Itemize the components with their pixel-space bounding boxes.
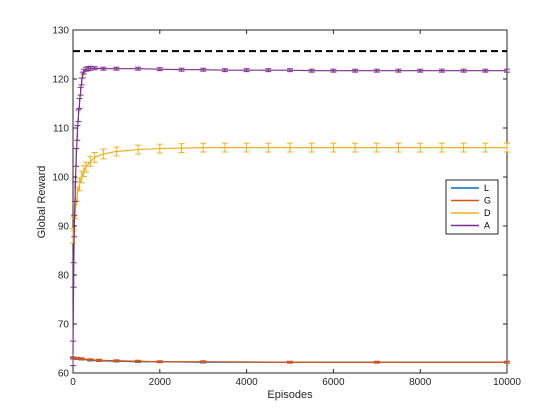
series-g-error-bar — [135, 359, 142, 363]
series-a-error-bar — [70, 340, 76, 367]
series-d-error-bar — [330, 142, 337, 153]
series-a-error-bar — [77, 86, 84, 96]
y-tick-label: 80 — [58, 271, 70, 282]
y-axis-label: Global Reward — [36, 166, 48, 239]
series-a — [70, 65, 510, 367]
series-d-error-bar — [460, 142, 467, 153]
series-a-error-bar — [221, 68, 228, 73]
series-g-error-bar — [78, 357, 85, 361]
y-tick-label: 60 — [58, 369, 70, 380]
series-d-error-bar — [395, 142, 402, 153]
plot-area — [70, 29, 510, 374]
x-tick-label: 10000 — [493, 377, 521, 388]
x-axis-label: Episodes — [267, 389, 313, 401]
x-axis: 0 2000 4000 6000 8000 10000 — [70, 30, 521, 388]
series-a-error-bar — [178, 67, 185, 72]
series-a-error-bar — [395, 68, 402, 73]
series-g-error-bar — [113, 359, 120, 363]
series-a-error-bar — [417, 68, 424, 73]
series-a-error-bar — [504, 68, 510, 73]
series-d-error-bar — [87, 155, 94, 167]
series-d-error-bar — [373, 142, 380, 153]
series-a-error-bar — [330, 68, 337, 73]
series-g-error-bar — [373, 360, 380, 364]
legend-label: D — [484, 208, 491, 218]
series-d-error-bar — [287, 142, 293, 153]
y-tick-label: 130 — [52, 26, 69, 37]
x-tick-label: 8000 — [409, 377, 432, 388]
series-g-error-bar — [504, 360, 510, 364]
series-d-error-bar — [438, 142, 445, 153]
legend-label: L — [484, 183, 489, 193]
series-a-error-bar — [75, 109, 82, 123]
series-g-error-bar — [87, 358, 94, 362]
series-a-error-bar — [76, 98, 83, 109]
series-d-error-bar — [83, 161, 90, 173]
series-a-error-bar — [265, 68, 272, 73]
series-d-error-bar — [156, 143, 163, 154]
series-d-error-bar — [504, 142, 510, 153]
y-tick-label: 70 — [58, 320, 70, 331]
series-a-error-bar — [352, 68, 359, 73]
series-g-error-bar — [287, 360, 293, 364]
series-d-error-bar — [308, 142, 315, 153]
x-tick-label: 6000 — [322, 377, 345, 388]
series-d-error-bar — [417, 142, 424, 153]
series-a-error-bar — [308, 68, 315, 73]
series-d-error-bar — [200, 142, 207, 153]
series-d-error-bar — [243, 142, 250, 153]
series-a-error-bar — [73, 148, 80, 167]
y-tick-label: 120 — [52, 75, 69, 86]
series-a-error-bar — [72, 181, 79, 202]
series-g-error-bar — [96, 358, 103, 362]
y-axis: 60 70 80 90 100 110 120 130 — [52, 26, 507, 380]
series-g-error-bar — [156, 360, 163, 364]
series-d-error-bar — [265, 142, 272, 153]
series-a-error-bar — [79, 71, 86, 79]
series-d-error-bar — [352, 142, 359, 153]
series-d-error-bar — [178, 143, 185, 153]
series-d — [70, 142, 510, 244]
legend-item-d: D — [451, 208, 491, 218]
series-a-error-bar — [135, 66, 142, 71]
series-a-error-bar — [156, 67, 163, 72]
y-tick-label: 100 — [52, 173, 69, 184]
legend-item-l: L — [451, 183, 489, 193]
series-g-error-bar — [200, 360, 207, 364]
series-d-error-bar — [113, 146, 120, 157]
series-a-error-bar — [243, 68, 250, 73]
series-d-error-bar — [91, 152, 98, 163]
series-a-error-bar — [438, 68, 445, 73]
series-d-error-bar — [100, 148, 107, 160]
series-a-error-bar — [482, 68, 489, 73]
series-a-error-bar — [460, 68, 467, 73]
x-tick-label: 2000 — [149, 377, 172, 388]
series-g-line — [72, 357, 507, 363]
series-a-error-bar — [100, 66, 107, 71]
series-d-error-bar — [221, 142, 228, 153]
series-a-error-bar — [91, 66, 98, 71]
legend-label: A — [484, 221, 490, 231]
legend-item-a: A — [451, 221, 490, 231]
series-d-error-bar — [482, 142, 489, 153]
x-tick-label: 4000 — [235, 377, 258, 388]
y-tick-label: 90 — [58, 222, 70, 233]
legend-label: G — [484, 196, 491, 206]
series-d-error-bar — [135, 144, 142, 155]
series-a-error-bar — [287, 68, 293, 73]
series-a-error-bar — [373, 68, 380, 73]
series-a-error-bar — [113, 66, 120, 71]
series-a-error-bar — [74, 125, 81, 141]
x-tick-label: 0 — [70, 377, 76, 388]
axes-box — [72, 29, 508, 374]
legend-item-g: G — [451, 196, 491, 206]
y-tick-label: 110 — [53, 124, 69, 135]
series-a-error-bar — [200, 67, 207, 72]
